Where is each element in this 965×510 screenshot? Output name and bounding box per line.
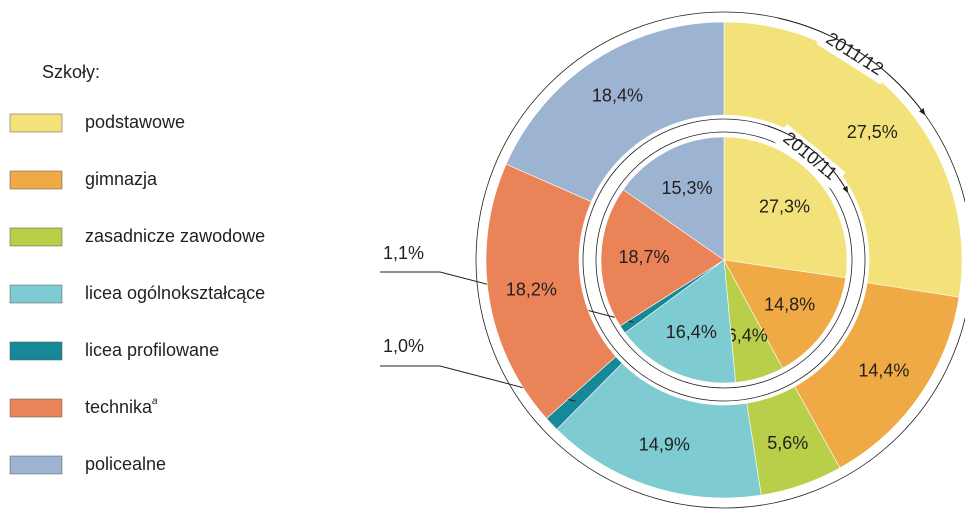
value-label: 27,5% bbox=[847, 122, 898, 142]
value-label: 16,4% bbox=[666, 322, 717, 342]
ring-outline bbox=[475, 11, 965, 509]
segment bbox=[723, 259, 847, 369]
value-label: 14,9% bbox=[639, 434, 690, 454]
year-label-bg bbox=[773, 124, 846, 190]
year-arrow bbox=[767, 125, 849, 194]
segment bbox=[622, 136, 725, 261]
value-label: 5,6% bbox=[767, 433, 808, 453]
legend-swatch bbox=[9, 455, 63, 475]
legend-title: Szkoły: bbox=[42, 62, 100, 82]
value-label: 14,8% bbox=[764, 295, 815, 315]
segment bbox=[485, 163, 617, 419]
legend-label: podstawowe bbox=[85, 112, 185, 132]
value-label: 15,3% bbox=[661, 178, 712, 198]
legend-swatch bbox=[9, 398, 63, 418]
leader-label: 1,1% bbox=[383, 243, 424, 263]
ring-outline bbox=[582, 118, 866, 402]
legend-swatch bbox=[9, 341, 63, 361]
legend-swatch bbox=[9, 284, 63, 304]
legend-label: gimnazja bbox=[85, 169, 158, 189]
value-label: 18,2% bbox=[506, 279, 557, 299]
leader-label: 1,0% bbox=[383, 336, 424, 356]
value-label: 18,4% bbox=[592, 85, 643, 105]
year-label-bg bbox=[816, 25, 893, 85]
legend-swatch bbox=[9, 113, 63, 133]
legend-swatch bbox=[9, 227, 63, 247]
legend-superscript: a bbox=[152, 396, 158, 407]
segment bbox=[600, 189, 725, 327]
value-label: 14,4% bbox=[858, 360, 909, 380]
legend-label: licea ogólnokształcące bbox=[85, 283, 265, 303]
year-arrow bbox=[777, 17, 926, 116]
value-label: 6,4% bbox=[727, 325, 768, 345]
legend-label: policealne bbox=[85, 454, 166, 474]
ring-outline bbox=[595, 131, 853, 389]
value-label: 18,7% bbox=[618, 247, 669, 267]
segment bbox=[723, 136, 848, 279]
legend-label: zasadnicze zawodowe bbox=[85, 226, 265, 246]
value-label: 27,3% bbox=[759, 196, 810, 216]
legend-swatch bbox=[9, 170, 63, 190]
legend-label: licea profilowane bbox=[85, 340, 219, 360]
segment bbox=[624, 259, 736, 384]
segment bbox=[505, 21, 725, 202]
legend-label: technikaa bbox=[85, 396, 158, 417]
